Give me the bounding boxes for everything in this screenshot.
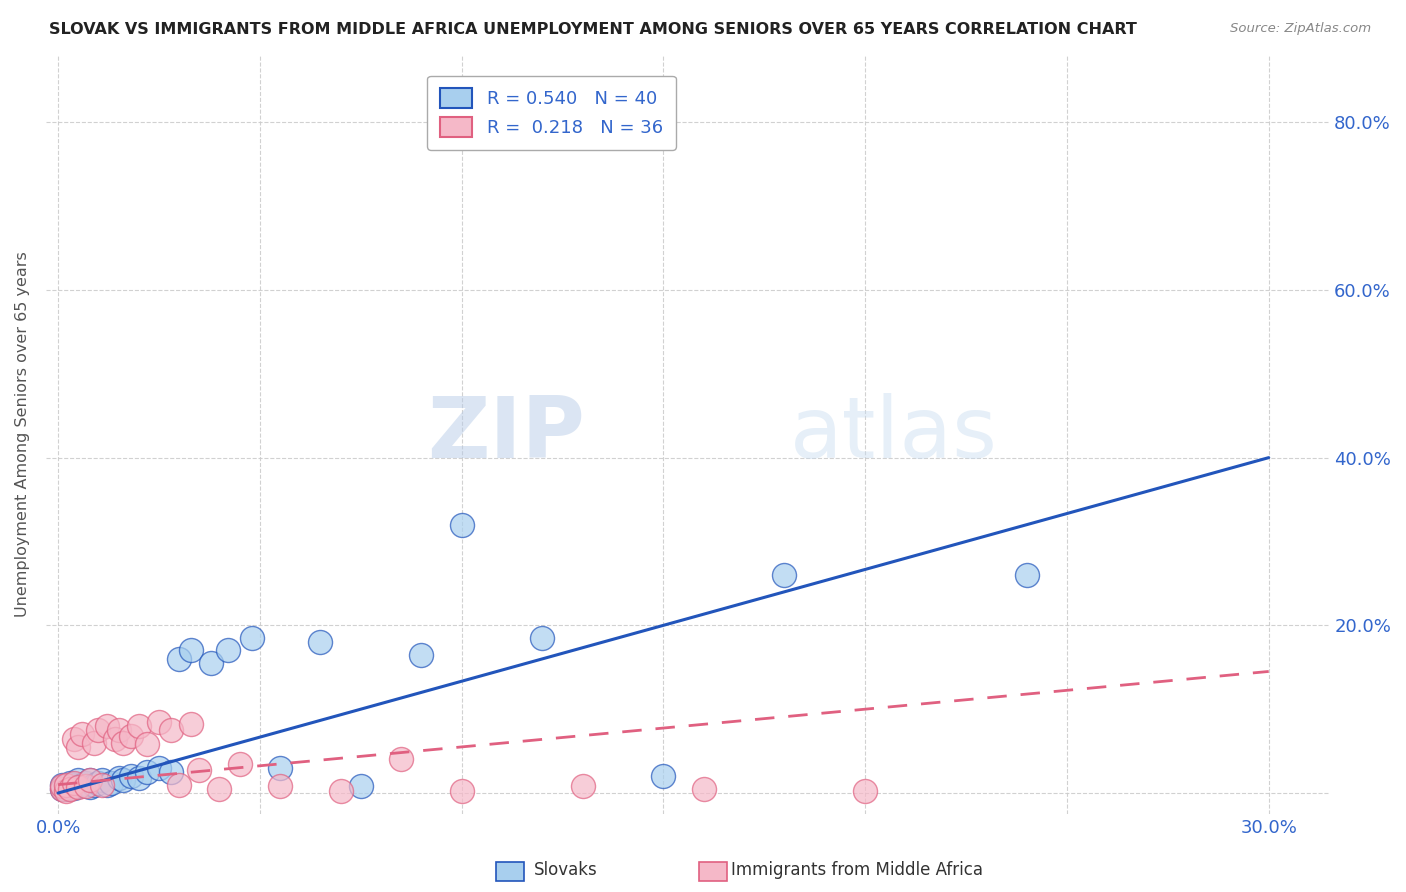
Point bbox=[188, 763, 211, 777]
Point bbox=[79, 773, 101, 788]
Point bbox=[135, 738, 157, 752]
Point bbox=[75, 780, 97, 794]
Point bbox=[389, 752, 412, 766]
Point bbox=[120, 729, 142, 743]
Point bbox=[72, 778, 94, 792]
Point bbox=[107, 771, 129, 785]
Y-axis label: Unemployment Among Seniors over 65 years: Unemployment Among Seniors over 65 years bbox=[15, 252, 30, 617]
Legend: R = 0.540   N = 40, R =  0.218   N = 36: R = 0.540 N = 40, R = 0.218 N = 36 bbox=[427, 76, 675, 150]
Point bbox=[111, 736, 134, 750]
Point bbox=[773, 568, 796, 582]
Point bbox=[128, 771, 150, 785]
Point bbox=[111, 773, 134, 788]
Point bbox=[217, 643, 239, 657]
Point bbox=[59, 781, 82, 796]
Point bbox=[63, 778, 86, 792]
Point bbox=[67, 780, 90, 794]
Point bbox=[652, 769, 675, 783]
Point bbox=[63, 780, 86, 795]
Point bbox=[571, 780, 593, 794]
Point bbox=[160, 723, 183, 738]
Point bbox=[350, 780, 373, 794]
Point bbox=[531, 631, 554, 645]
Point bbox=[67, 739, 90, 754]
Point bbox=[103, 731, 125, 746]
Point bbox=[329, 783, 352, 797]
Point bbox=[63, 776, 86, 790]
Point bbox=[180, 643, 202, 657]
Point bbox=[411, 648, 433, 662]
Point bbox=[167, 778, 190, 792]
Point bbox=[75, 776, 97, 790]
Point bbox=[160, 765, 183, 780]
Point bbox=[55, 778, 77, 792]
Point bbox=[87, 776, 110, 790]
Text: Source: ZipAtlas.com: Source: ZipAtlas.com bbox=[1230, 22, 1371, 36]
Point bbox=[87, 723, 110, 738]
Point bbox=[228, 756, 250, 771]
Text: Slovaks: Slovaks bbox=[534, 861, 598, 879]
Point bbox=[67, 780, 90, 794]
Point bbox=[208, 781, 231, 796]
Point bbox=[51, 781, 73, 796]
Point bbox=[51, 781, 73, 796]
Text: SLOVAK VS IMMIGRANTS FROM MIDDLE AFRICA UNEMPLOYMENT AMONG SENIORS OVER 65 YEARS: SLOVAK VS IMMIGRANTS FROM MIDDLE AFRICA … bbox=[49, 22, 1137, 37]
Point bbox=[55, 783, 77, 797]
Point bbox=[79, 780, 101, 794]
Point bbox=[180, 717, 202, 731]
Point bbox=[96, 778, 118, 792]
Point bbox=[63, 731, 86, 746]
Point bbox=[91, 778, 114, 792]
Point bbox=[107, 723, 129, 738]
Point bbox=[693, 781, 716, 796]
Point bbox=[148, 714, 170, 729]
Point bbox=[853, 783, 876, 797]
Point bbox=[128, 719, 150, 733]
Point bbox=[51, 778, 73, 792]
Text: Immigrants from Middle Africa: Immigrants from Middle Africa bbox=[731, 861, 983, 879]
Point bbox=[450, 783, 472, 797]
Point bbox=[55, 780, 77, 794]
Point bbox=[167, 652, 190, 666]
Point bbox=[240, 631, 263, 645]
Point bbox=[100, 776, 122, 790]
Point bbox=[83, 778, 105, 792]
Point bbox=[79, 773, 101, 788]
Point bbox=[51, 780, 73, 794]
Point bbox=[96, 719, 118, 733]
Point bbox=[269, 780, 291, 794]
Point bbox=[59, 776, 82, 790]
Text: ZIP: ZIP bbox=[427, 393, 585, 476]
Point bbox=[200, 656, 222, 670]
Point bbox=[450, 517, 472, 532]
Point bbox=[72, 727, 94, 741]
Point bbox=[135, 765, 157, 780]
Point bbox=[309, 635, 332, 649]
Text: atlas: atlas bbox=[790, 393, 998, 476]
Point bbox=[269, 761, 291, 775]
Point bbox=[55, 781, 77, 796]
Point bbox=[91, 773, 114, 788]
Point bbox=[148, 761, 170, 775]
Point bbox=[120, 769, 142, 783]
Point bbox=[1015, 568, 1038, 582]
Point bbox=[67, 773, 90, 788]
Point bbox=[83, 736, 105, 750]
Point bbox=[59, 780, 82, 794]
